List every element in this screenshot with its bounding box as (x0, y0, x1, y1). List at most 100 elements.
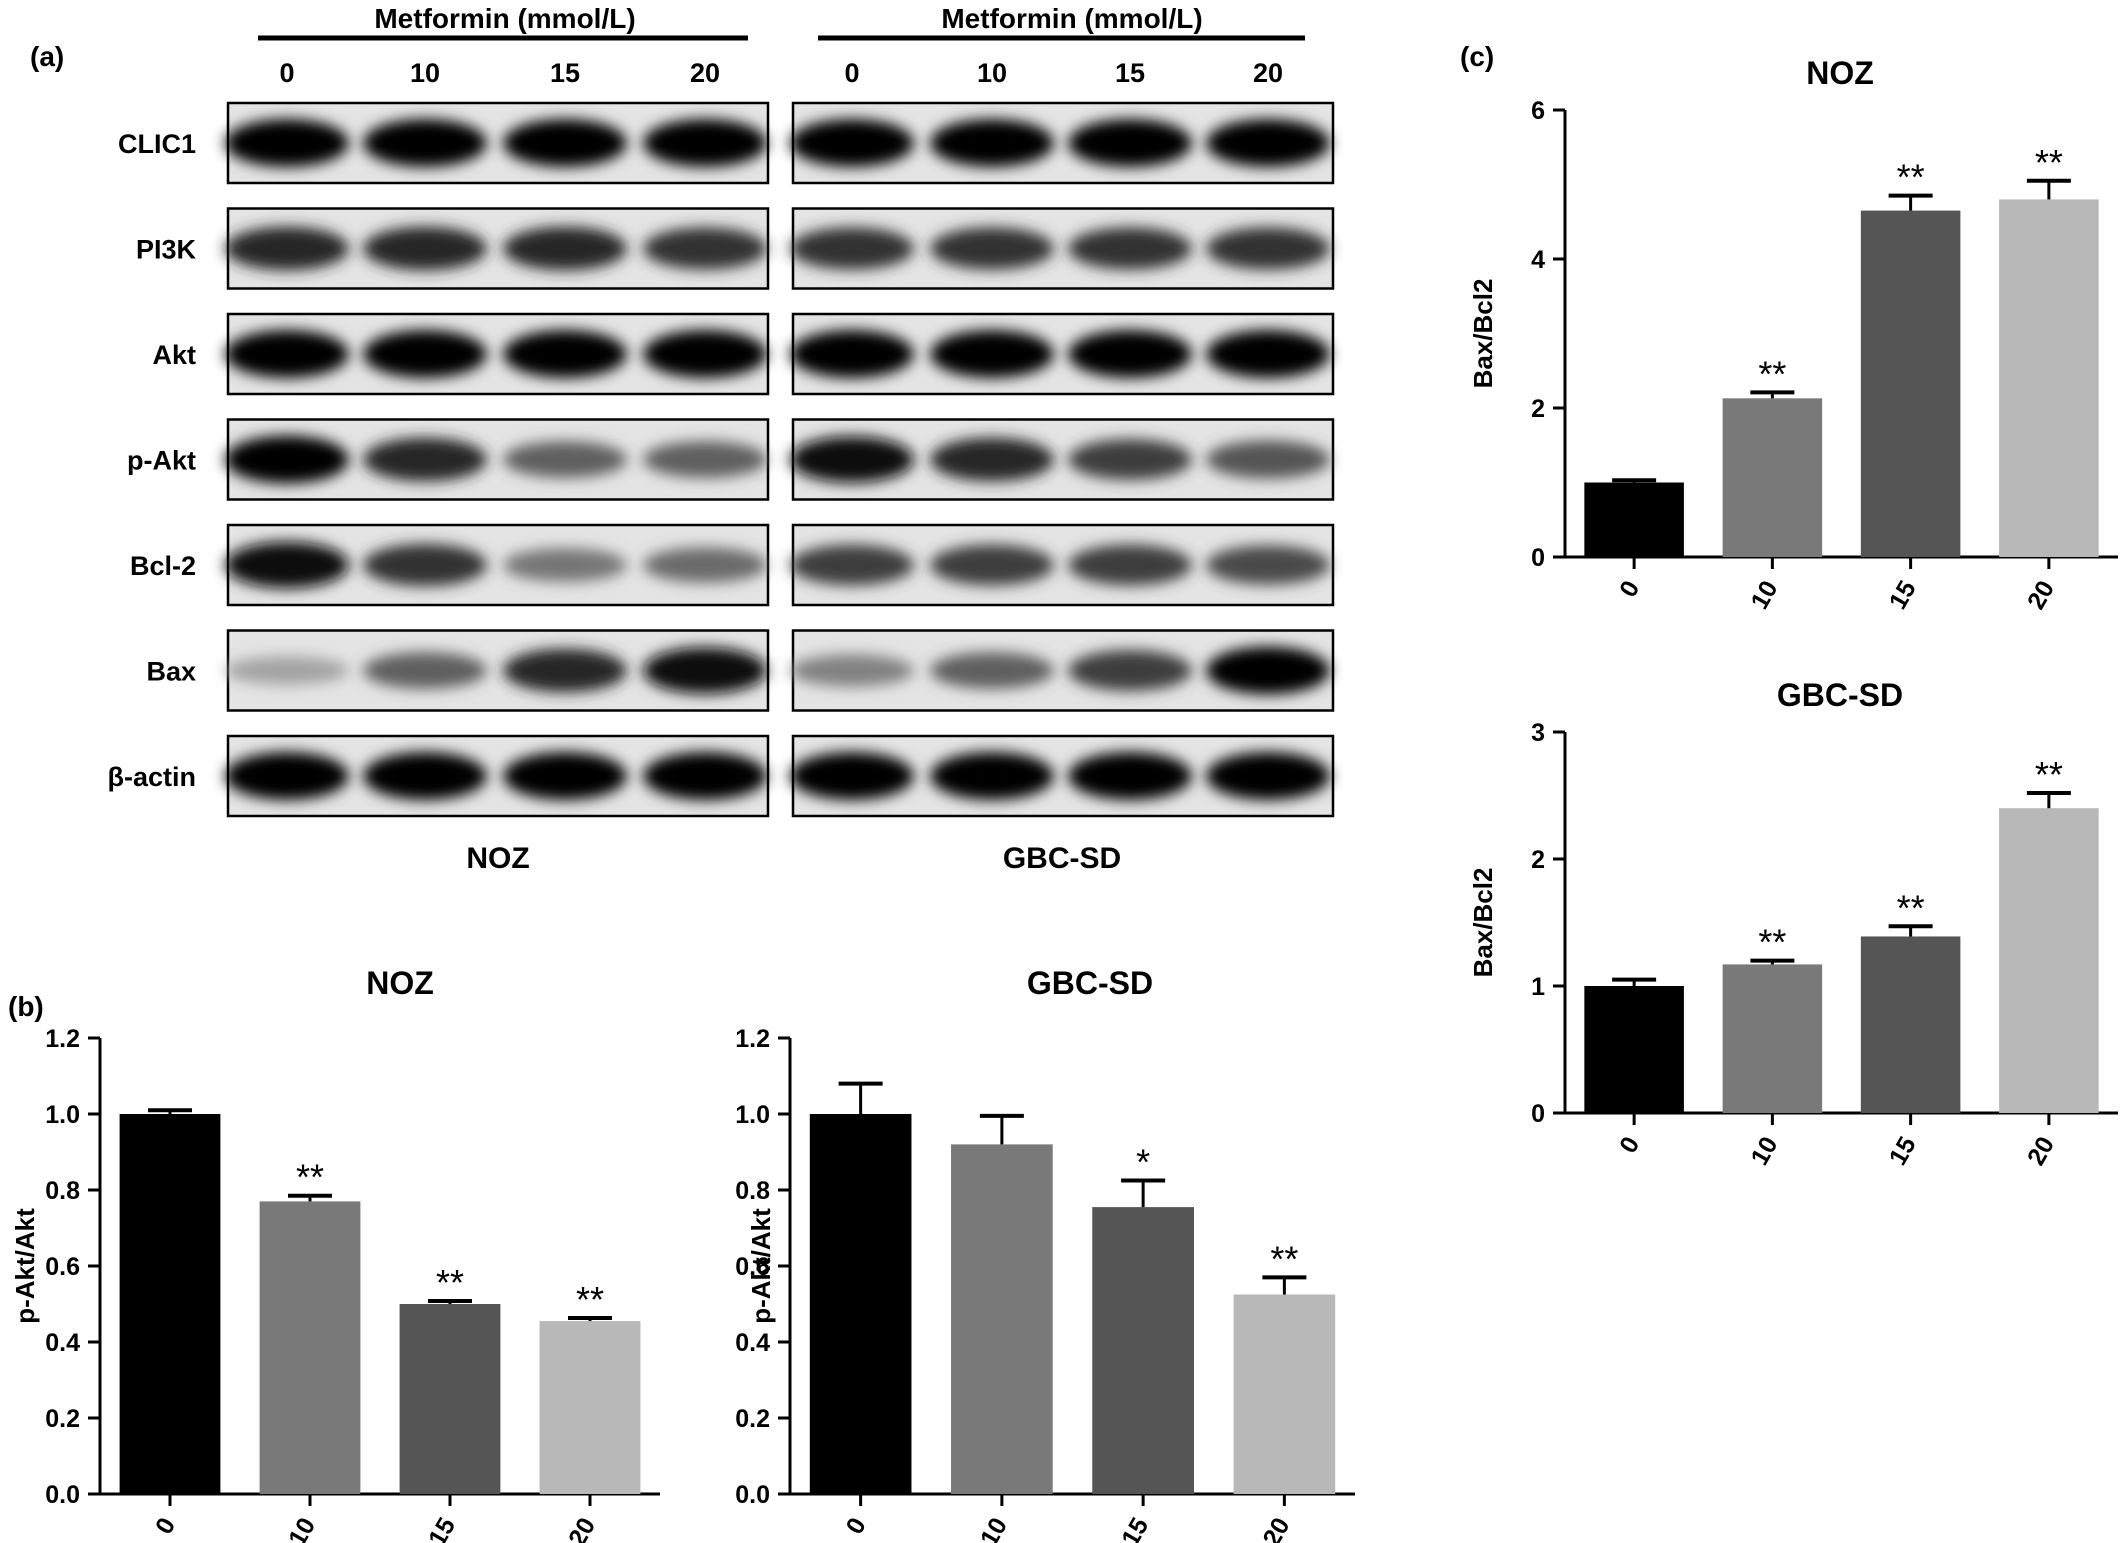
y-tick-label: 6 (1531, 97, 1545, 125)
blot-lane-noz-3: 20 (690, 58, 720, 88)
blot-band-noz (363, 437, 487, 482)
blot-band-noz (363, 752, 487, 800)
blot-band-noz (503, 330, 627, 378)
chart-title: GBC-SD (1777, 677, 1903, 713)
blot-lane-gbc-1: 10 (977, 58, 1007, 88)
bar-0 (1584, 482, 1684, 557)
blot-band-gbc (1068, 650, 1192, 691)
blot-band-gbc (1206, 227, 1330, 270)
blot-band-gbc (1068, 330, 1192, 378)
chart-b-noz: NOZ p-Akt/Akt 0.0 0.2 0.4 0.6 0.8 1.0 1.2 0 ** 10 **… (10, 965, 660, 1543)
significance-label: ** (1270, 1238, 1298, 1279)
x-tick-label: 15 (1116, 1513, 1154, 1543)
x-tick-label: 0 (1614, 1132, 1645, 1158)
bar-15 (1092, 1207, 1194, 1494)
y-axis-label: Bax/Bcl2 (1468, 868, 1498, 978)
blot-band-noz (643, 547, 767, 583)
blot-band-noz (225, 330, 349, 378)
y-tick-label: 1.0 (45, 1101, 80, 1129)
blot-band-gbc (1206, 119, 1330, 167)
blot-protein-label: p-Akt (127, 446, 196, 476)
blot-band-gbc (1068, 119, 1192, 167)
y-tick-label: 0.0 (735, 1481, 770, 1509)
y-tick-label: 0.2 (735, 1405, 770, 1433)
blot-band-noz (225, 119, 349, 167)
x-tick-label: 0 (150, 1513, 181, 1539)
bar-10 (1722, 964, 1823, 1113)
significance-label: ** (576, 1279, 604, 1320)
blot-band-noz (225, 752, 349, 800)
y-tick-label: 1 (1531, 973, 1545, 1001)
x-tick-label: 0 (1614, 576, 1645, 602)
x-tick-label: 15 (423, 1513, 461, 1543)
blot-protein-label: Akt (152, 340, 196, 370)
blot-band-noz (363, 543, 487, 587)
blot-band-gbc (930, 652, 1054, 689)
bar-10 (951, 1144, 1053, 1494)
y-tick-label: 4 (1531, 246, 1545, 274)
bar-20 (539, 1321, 641, 1494)
blot-band-noz (503, 648, 627, 693)
x-tick-label: 15 (1884, 576, 1922, 614)
y-axis-label: Bax/Bcl2 (1468, 279, 1498, 389)
significance-label: ** (1897, 157, 1925, 198)
bar-20 (1999, 808, 2099, 1113)
blot-protein-label: PI3K (136, 235, 197, 265)
x-tick-label: 10 (1745, 1132, 1783, 1170)
bar-0 (119, 1114, 221, 1494)
y-tick-label: 0.2 (45, 1405, 80, 1433)
blot-band-gbc (1068, 227, 1192, 270)
y-tick-label: 0.4 (735, 1329, 770, 1357)
bar-10 (259, 1201, 361, 1494)
significance-label: ** (436, 1262, 464, 1303)
blot-band-gbc (1068, 439, 1192, 480)
blot-band-gbc (790, 330, 914, 378)
blot-band-gbc (930, 119, 1054, 167)
y-tick-label: 0 (1531, 544, 1545, 572)
y-tick-label: 1.2 (45, 1025, 80, 1053)
blot-lane-gbc-3: 20 (1253, 58, 1283, 88)
significance-label: ** (1758, 353, 1786, 394)
y-tick-label: 0.8 (45, 1177, 80, 1205)
blot-band-gbc (930, 437, 1054, 482)
blot-band-noz (503, 441, 627, 478)
blot-band-noz (503, 119, 627, 167)
x-tick-label: 10 (1745, 576, 1783, 614)
blot-header-noz-title: Metformin (mmol/L) (374, 3, 635, 34)
blot-protein-label: Bax (146, 657, 196, 687)
blot-band-gbc (790, 119, 914, 167)
blot-lane-noz-2: 15 (550, 58, 580, 88)
blot-band-noz (503, 752, 627, 800)
y-tick-label: 0.4 (45, 1329, 80, 1357)
x-tick-label: 0 (841, 1513, 872, 1539)
y-tick-label: 1.2 (735, 1025, 770, 1053)
blot-band-gbc (790, 654, 914, 687)
blot-band-gbc (1068, 544, 1192, 586)
x-tick-label: 15 (1884, 1132, 1922, 1170)
y-axis-label: p-Akt/Akt (746, 1208, 776, 1324)
blot-protein-label: β-actin (108, 762, 197, 792)
blot-band-gbc (930, 227, 1054, 270)
x-tick-label: 20 (2022, 1132, 2060, 1170)
blot-band-gbc (790, 752, 914, 800)
chart-c-noz: NOZ Bax/Bcl2 0 2 4 6 0 ** 10 ** 15 ** 20 (1468, 55, 2118, 614)
y-tick-label: 0.6 (735, 1253, 770, 1281)
blot-band-gbc (930, 330, 1054, 378)
blot-protein-label: Bcl-2 (130, 551, 196, 581)
blot-band-noz (643, 330, 767, 378)
blot-band-noz (643, 752, 767, 800)
blot-group-label-gbc: GBC-SD (1003, 842, 1121, 875)
blot-band-noz (363, 330, 487, 378)
blot-band-noz (643, 227, 767, 270)
y-tick-label: 0.0 (45, 1481, 80, 1509)
x-tick-label: 10 (283, 1513, 321, 1543)
chart-title: GBC-SD (1027, 965, 1153, 1001)
panel-label-b: (b) (8, 991, 44, 1022)
blot-band-noz (503, 226, 627, 271)
blot-band-noz (225, 656, 349, 685)
blot-header-gbc: Metformin (mmol/L) 0 10 15 20 (818, 3, 1305, 88)
x-tick-label: 20 (2022, 576, 2060, 614)
chart-b-gbc: GBC-SD p-Akt/Akt 0.0 0.2 0.4 0.6 0.8 1.0 1.2 0 10 *… (735, 965, 1355, 1543)
bar-20 (1233, 1294, 1336, 1494)
